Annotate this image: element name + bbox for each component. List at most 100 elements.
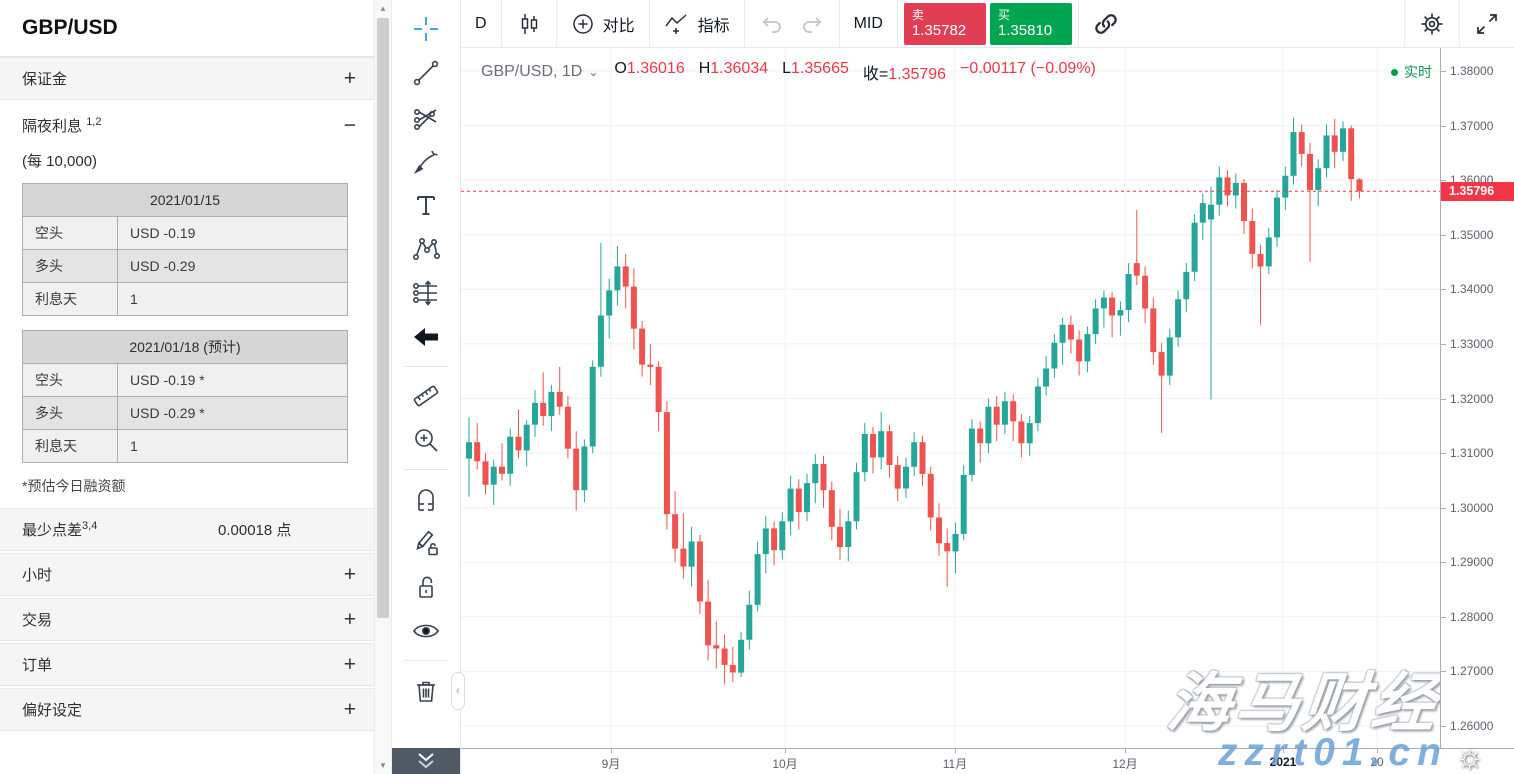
price-tick-label: 1.29000 — [1450, 555, 1494, 570]
section-交易[interactable]: 交易 + — [0, 598, 374, 643]
price-tick-label: 1.34000 — [1450, 282, 1494, 297]
plus-icon[interactable]: + — [343, 653, 356, 676]
chart-toolbar: D 对比 — [461, 0, 1514, 48]
long-short-position-tool[interactable] — [407, 274, 445, 312]
change-value: −0.00117 (−0.09%) — [960, 60, 1096, 77]
scrollbar-thumb[interactable] — [377, 18, 389, 618]
long-short-position-icon — [412, 280, 437, 306]
price-tick-label: 1.31000 — [1450, 446, 1494, 461]
collapse-toolbar-button[interactable] — [392, 748, 460, 774]
price-tick — [1441, 234, 1446, 236]
candlestick-chart[interactable] — [461, 48, 1440, 748]
toolbar-divider — [404, 469, 448, 470]
section-小时[interactable]: 小时 + — [0, 553, 374, 598]
lock-all-drawings-icon — [419, 576, 433, 598]
symbol-dropdown[interactable]: GBP/USD, 1D ⌄ — [481, 63, 598, 81]
zoom-in-tool[interactable] — [407, 421, 445, 459]
brush-icon — [413, 150, 438, 175]
overnight-tables: 2021/01/15 空头 USD -0.19 多头 USD -0.29 利息天 1 2021… — [0, 183, 374, 463]
remove-drawings-tool[interactable] — [407, 671, 445, 709]
sidebar-collapsed-sections: 小时 + 交易 + 订单 + 偏好设定 + — [0, 553, 374, 733]
row-label: 多头 — [22, 396, 118, 430]
table-row: 空头 USD -0.19 * — [22, 363, 348, 397]
scroll-down-icon[interactable]: ▼ — [379, 761, 387, 770]
section-overnight-interest[interactable]: 隔夜利息 1,2 − — [0, 102, 374, 148]
xabcd-pattern-icon — [412, 238, 440, 260]
crosshair-tool[interactable] — [407, 10, 445, 48]
sell-button[interactable]: 卖 1.35782 — [903, 2, 986, 45]
undo-icon[interactable] — [759, 13, 785, 35]
text-tool-tool[interactable] — [407, 186, 445, 224]
price-source-button[interactable]: MID — [840, 0, 898, 47]
sidebar-collapse-handle[interactable]: ‹ — [451, 672, 465, 710]
drawing-toolbar — [391, 0, 461, 774]
row-value: USD -0.29 * — [117, 396, 348, 430]
measure-tool[interactable] — [407, 377, 445, 415]
compare-button[interactable]: 对比 — [557, 0, 650, 47]
double-chevron-down-icon — [418, 753, 434, 769]
price-tick — [1441, 507, 1446, 509]
price-tick — [1441, 453, 1446, 455]
section-margin[interactable]: 保证金 + — [0, 57, 374, 102]
brush-tool[interactable] — [407, 142, 445, 180]
buy-button[interactable]: 买 1.35810 — [989, 2, 1072, 45]
sidebar-scrollbar[interactable]: ▲ ▼ — [374, 0, 391, 774]
section-订单[interactable]: 订单 + — [0, 643, 374, 688]
link-intervals-button[interactable] — [1079, 0, 1133, 47]
magnet-tool[interactable] — [407, 480, 445, 518]
plus-icon[interactable]: + — [343, 563, 356, 586]
lock-all-drawings-tool[interactable] — [407, 568, 445, 606]
section-偏好设定[interactable]: 偏好设定 + — [0, 688, 374, 733]
table-row: 利息天 1 — [22, 282, 348, 316]
ohlc-values: O1.36016 H1.36034 L1.35665 收=1.35796 −0.… — [614, 60, 1096, 83]
price-tick-label: 1.26000 — [1450, 719, 1494, 733]
time-tick-label: 11月 — [942, 757, 968, 771]
fullscreen-button[interactable] — [1459, 0, 1514, 47]
price-tick — [1441, 726, 1446, 727]
remove-drawings-icon — [417, 681, 435, 702]
scroll-up-icon[interactable]: ▲ — [379, 4, 387, 13]
toolbar-right-group — [1404, 0, 1514, 47]
overnight-interest-table: 2021/01/15 空头 USD -0.19 多头 USD -0.29 利息天 1 — [22, 183, 348, 316]
plus-icon[interactable]: + — [343, 67, 356, 90]
crosshair-icon — [414, 17, 438, 41]
time-axis[interactable]: 9月 10月 11月 12月 2021 20 — [461, 748, 1514, 774]
hide-all-drawings-tool[interactable] — [407, 612, 445, 650]
drawing-tools-list — [404, 10, 448, 715]
chevron-down-icon: ⌄ — [588, 65, 599, 79]
overnight-footnote: *预估今日融资额 — [22, 478, 126, 494]
watermark-url: zzrt01.cn — [1218, 731, 1448, 774]
row-value: USD -0.19 * — [117, 363, 348, 397]
last-price-label: 1.35796 — [1441, 181, 1514, 201]
table-row: 多头 USD -0.29 * — [22, 396, 348, 430]
drawing-mode-lock-tool[interactable] — [407, 524, 445, 562]
interval-button[interactable]: D — [461, 0, 502, 47]
chart-settings-button[interactable] — [1404, 0, 1459, 47]
time-tick-label: 9月 — [601, 757, 621, 771]
chart-canvas[interactable]: GBP/USD, 1D ⌄ O1.36016 H1.36034 L1.35665… — [461, 48, 1440, 748]
plus-icon[interactable]: + — [343, 608, 356, 631]
price-axis[interactable]: 1.38000 1.37000 1.36000 1.35000 1.34000 1.330… — [1440, 48, 1514, 748]
chart-style-button[interactable] — [502, 0, 557, 47]
redo-icon[interactable] — [799, 13, 825, 35]
xabcd-pattern-tool[interactable] — [407, 230, 445, 268]
zoom-in-icon — [415, 429, 438, 452]
plus-icon[interactable]: + — [343, 698, 356, 721]
compare-plus-icon — [572, 13, 593, 34]
minus-icon[interactable]: − — [343, 113, 356, 137]
arrow-marker-tool[interactable] — [407, 318, 445, 356]
gann-fib-tools-tool[interactable] — [407, 98, 445, 136]
time-tick-label: 10月 — [772, 757, 798, 771]
price-tick-label: 1.30000 — [1450, 500, 1494, 515]
realtime-label: 实时 — [1404, 64, 1432, 80]
symbol-interval-label: GBP/USD, 1D — [481, 63, 583, 80]
trend-line-tool[interactable] — [407, 54, 445, 92]
magnet-icon — [418, 489, 434, 511]
row-label: 利息天 — [22, 429, 118, 463]
min-spread-value: 0.00018 点 — [218, 522, 292, 539]
buy-label: 买 — [997, 7, 1010, 22]
indicators-button[interactable]: 指标 — [650, 0, 745, 47]
min-spread-label: 最少点差3,4 — [22, 520, 98, 539]
row-label: 空头 — [22, 216, 118, 250]
